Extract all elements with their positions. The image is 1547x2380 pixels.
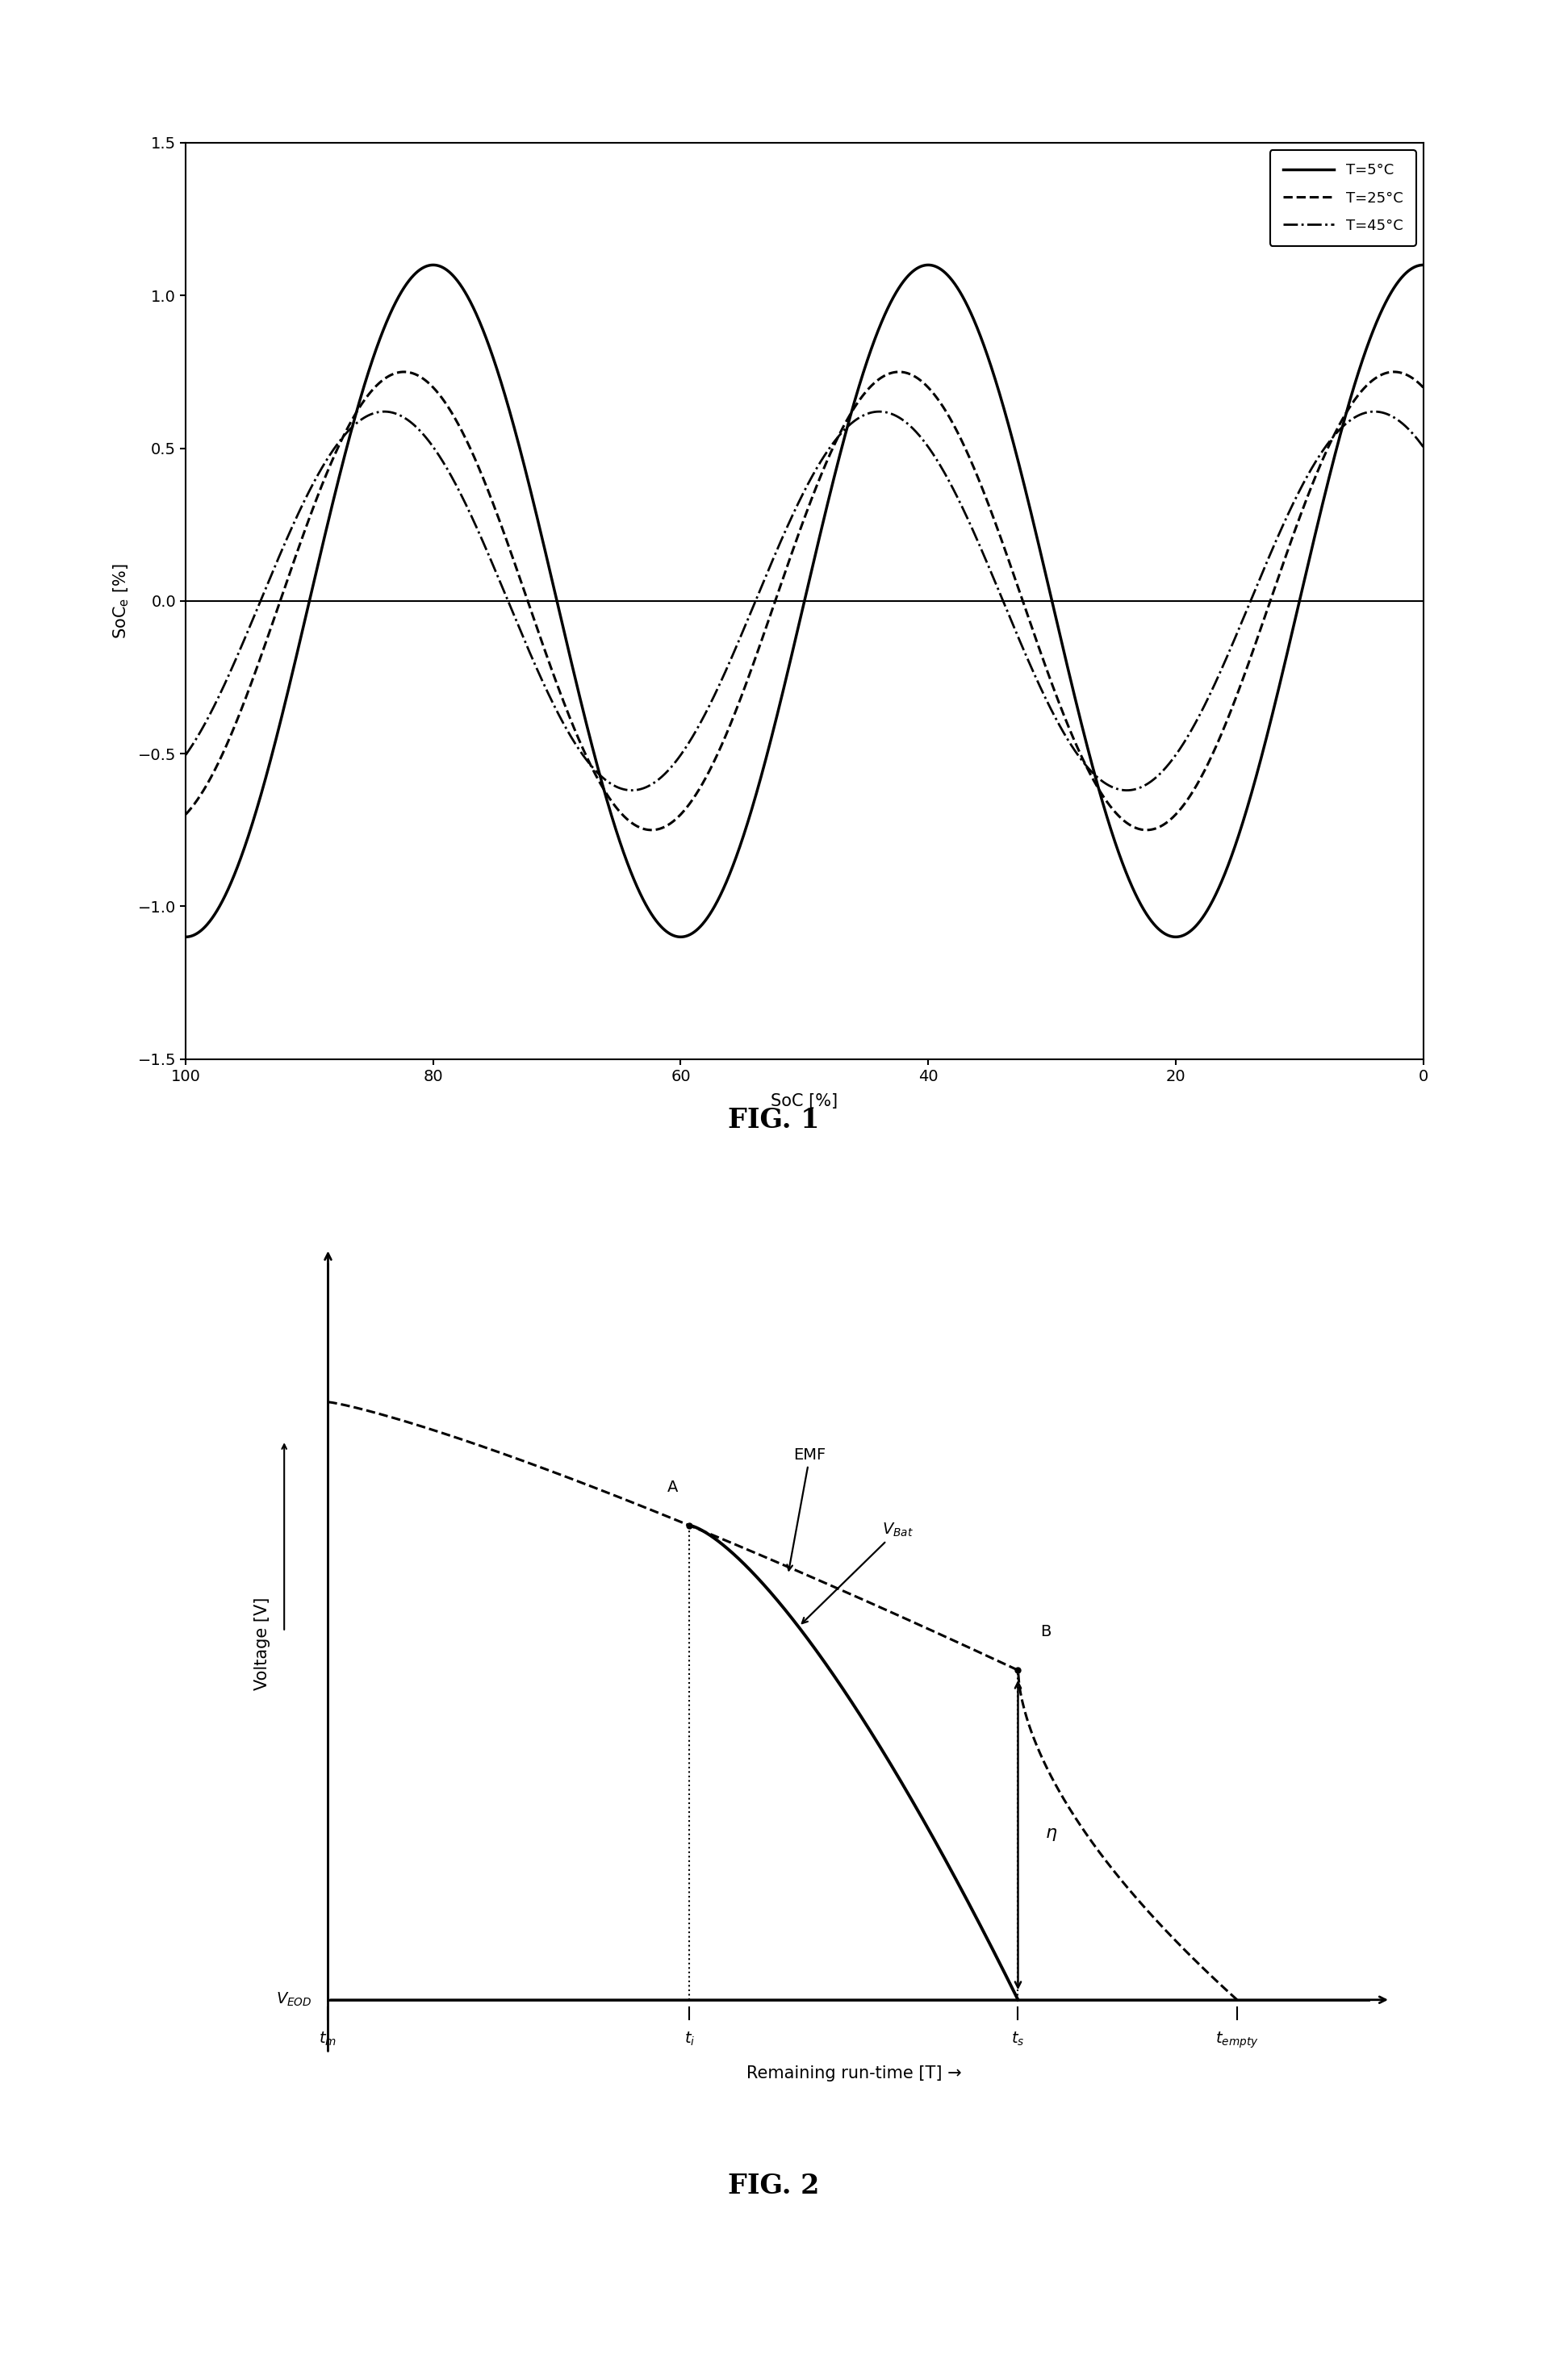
- T=25°C: [391, 357, 410, 386]
- Text: Remaining run-time [T] →: Remaining run-time [T] →: [746, 2066, 961, 2080]
- T=25°C: [651, 814, 670, 843]
- T=45°C: [317, 445, 336, 474]
- T=25°C: [1414, 374, 1433, 402]
- T=25°C: [1391, 359, 1409, 388]
- T=45°C: [391, 402, 410, 431]
- X-axis label: SoC [%]: SoC [%]: [770, 1092, 838, 1109]
- T=45°C: [622, 776, 640, 804]
- T=45°C: [705, 681, 724, 709]
- Text: $t_m$: $t_m$: [319, 2030, 337, 2047]
- Y-axis label: $\mathrm{SoC_e}$ [%]: $\mathrm{SoC_e}$ [%]: [111, 564, 131, 638]
- T=45°C: [176, 740, 195, 769]
- T=45°C: [651, 764, 670, 793]
- T=45°C: [1391, 407, 1409, 436]
- Line: T=25°C: T=25°C: [186, 371, 1423, 831]
- Text: FIG. 2: FIG. 2: [727, 2173, 820, 2199]
- Text: Voltage [V]: Voltage [V]: [254, 1597, 271, 1690]
- T=5°C: [391, 278, 410, 307]
- Text: $t_s$: $t_s$: [1012, 2030, 1024, 2047]
- T=25°C: [317, 459, 336, 488]
- Text: $t_{empty}$: $t_{empty}$: [1216, 2030, 1259, 2049]
- T=5°C: [1389, 267, 1408, 295]
- T=5°C: [176, 923, 195, 952]
- T=5°C: [1256, 726, 1275, 754]
- Legend: T=5°C, T=25°C, T=45°C: T=5°C, T=25°C, T=45°C: [1270, 150, 1416, 245]
- Line: T=5°C: T=5°C: [186, 264, 1423, 938]
- T=45°C: [1414, 433, 1433, 462]
- T=25°C: [705, 745, 724, 774]
- Text: B: B: [1040, 1623, 1050, 1640]
- T=25°C: [642, 816, 661, 845]
- Text: EMF: EMF: [787, 1447, 826, 1571]
- T=45°C: [1258, 550, 1276, 578]
- T=25°C: [1258, 597, 1276, 626]
- T=25°C: [394, 357, 413, 386]
- Text: FIG. 1: FIG. 1: [727, 1107, 820, 1133]
- T=5°C: [651, 912, 670, 940]
- Text: A: A: [668, 1480, 679, 1495]
- Text: $V_{EOD}$: $V_{EOD}$: [275, 1992, 311, 2009]
- T=5°C: [1414, 250, 1433, 278]
- Text: $V_{Bat}$: $V_{Bat}$: [801, 1521, 913, 1623]
- T=45°C: [869, 397, 888, 426]
- T=5°C: [704, 892, 722, 921]
- Text: $t_i$: $t_i$: [684, 2030, 695, 2047]
- Line: T=45°C: T=45°C: [186, 412, 1423, 790]
- Text: $\eta$: $\eta$: [1046, 1828, 1058, 1842]
- T=25°C: [176, 800, 195, 828]
- T=5°C: [317, 514, 336, 543]
